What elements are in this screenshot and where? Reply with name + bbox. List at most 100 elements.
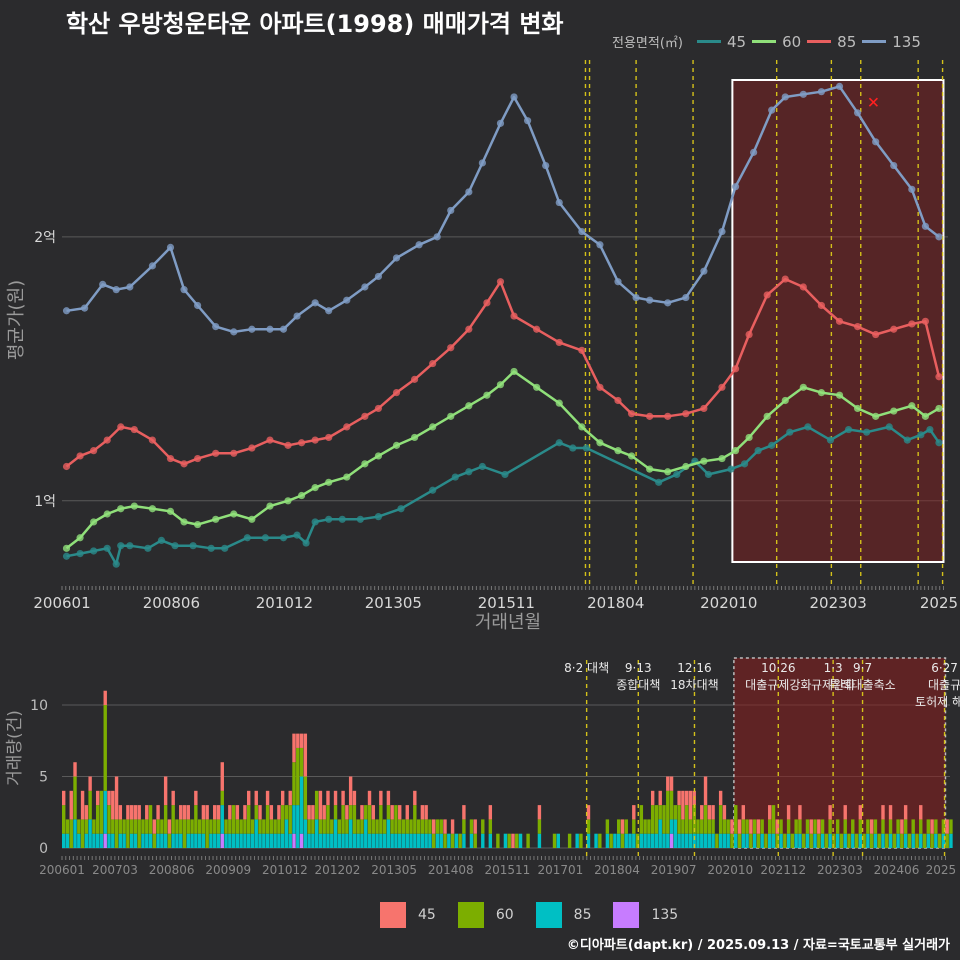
bar-segment-45 bbox=[398, 805, 402, 820]
bar-segment-45 bbox=[145, 805, 149, 820]
bar-segment-45 bbox=[684, 790, 689, 806]
bar-segment-85 bbox=[194, 833, 198, 848]
bar-segment-60 bbox=[847, 833, 851, 848]
data-point-60 bbox=[410, 433, 419, 442]
bar-segment-45 bbox=[424, 805, 428, 820]
bar-segment-60 bbox=[307, 819, 311, 834]
bar-segment-45 bbox=[681, 790, 685, 820]
data-point-45 bbox=[207, 544, 215, 552]
bar-segment-60 bbox=[92, 819, 96, 834]
data-point-85 bbox=[180, 460, 188, 468]
data-point-60 bbox=[614, 447, 622, 455]
data-point-45 bbox=[582, 444, 590, 452]
bar-segment-60 bbox=[333, 805, 338, 820]
bar-segment-60 bbox=[420, 819, 425, 834]
bar-segment-45 bbox=[243, 805, 247, 820]
bar-segment-45 bbox=[737, 819, 742, 834]
bar-x-tick-label: 200601 bbox=[39, 863, 85, 877]
bar-segment-135 bbox=[669, 833, 674, 848]
data-point-85 bbox=[763, 291, 771, 299]
bar-segment-60 bbox=[126, 819, 130, 848]
legend-bar-135[interactable]: 135 bbox=[613, 902, 678, 928]
bar-segment-85 bbox=[711, 833, 715, 848]
data-point-85 bbox=[343, 423, 351, 431]
bar-segment-60 bbox=[949, 819, 953, 834]
bar-segment-60 bbox=[617, 819, 621, 834]
bar-segment-60 bbox=[771, 805, 776, 834]
data-point-45 bbox=[754, 447, 762, 455]
data-point-45 bbox=[302, 539, 310, 547]
bar-x-tick-label: 202406 bbox=[874, 863, 920, 877]
bar-segment-85 bbox=[647, 833, 651, 848]
data-point-60 bbox=[664, 468, 672, 476]
legend-line-60 bbox=[752, 40, 777, 43]
legend-item-85[interactable]: 85 bbox=[807, 33, 856, 51]
bar-x-tick-label: 2025 bbox=[926, 863, 957, 877]
bar-segment-45 bbox=[129, 805, 134, 820]
bar-segment-60 bbox=[586, 819, 591, 834]
bar-segment-85 bbox=[186, 833, 190, 848]
bar-segment-85 bbox=[688, 833, 693, 848]
bar-segment-60 bbox=[160, 819, 164, 834]
bar-segment-60 bbox=[813, 819, 817, 834]
bar-segment-60 bbox=[715, 833, 719, 848]
bar-segment-85 bbox=[632, 833, 636, 848]
data-point-45 bbox=[171, 542, 179, 550]
bar-segment-60 bbox=[809, 833, 813, 848]
legend-bar-45[interactable]: 45 bbox=[380, 902, 436, 928]
data-point-135 bbox=[478, 159, 486, 167]
bar-x-tick-label: 201012 bbox=[262, 863, 308, 877]
data-point-45 bbox=[374, 513, 383, 521]
bar-segment-45 bbox=[450, 819, 455, 834]
bar-segment-60 bbox=[348, 805, 353, 820]
swatch-85 bbox=[535, 902, 562, 928]
bar-segment-45 bbox=[669, 776, 674, 791]
bar-segment-60 bbox=[688, 819, 693, 834]
bar-segment-60 bbox=[930, 833, 934, 848]
data-point-85 bbox=[935, 373, 943, 381]
legend-item-135[interactable]: 135 bbox=[862, 33, 921, 51]
data-point-135 bbox=[447, 206, 455, 215]
bar-segment-60 bbox=[213, 819, 217, 834]
bar-segment-60 bbox=[413, 805, 417, 834]
data-point-45 bbox=[704, 470, 713, 479]
data-point-135 bbox=[62, 307, 71, 315]
bar-segment-85 bbox=[296, 805, 300, 848]
bar-segment-60 bbox=[379, 805, 383, 834]
bar-segment-45 bbox=[650, 790, 655, 806]
legend-item-60[interactable]: 60 bbox=[752, 33, 801, 51]
bar-segment-45 bbox=[258, 805, 262, 820]
bar-segment-60 bbox=[598, 833, 602, 848]
swatch-45 bbox=[380, 902, 406, 928]
data-point-45 bbox=[397, 505, 405, 513]
bar-segment-60 bbox=[107, 805, 111, 834]
bar-segment-45 bbox=[741, 805, 745, 820]
data-point-45 bbox=[103, 544, 111, 552]
bar-segment-60 bbox=[450, 833, 455, 848]
data-point-85 bbox=[835, 317, 844, 325]
data-point-135 bbox=[230, 328, 238, 336]
bar-segment-60 bbox=[820, 819, 825, 834]
bar-segment-60 bbox=[458, 833, 462, 848]
bar-segment-60 bbox=[537, 819, 542, 834]
bar-segment-85 bbox=[273, 833, 277, 848]
legend-bar-60[interactable]: 60 bbox=[457, 902, 514, 928]
bar-segment-85 bbox=[213, 833, 217, 848]
legend-bar-85[interactable]: 85 bbox=[535, 902, 591, 928]
bar-segment-135 bbox=[299, 833, 304, 848]
bar-segment-45 bbox=[390, 805, 394, 820]
bar-segment-85 bbox=[201, 833, 206, 848]
data-point-45 bbox=[221, 544, 229, 552]
data-point-60 bbox=[533, 383, 541, 391]
legend-item-45[interactable]: 45 bbox=[696, 33, 746, 51]
bar-segment-85 bbox=[903, 833, 908, 848]
bar-segment-85 bbox=[820, 833, 825, 848]
swatch-135 bbox=[613, 902, 640, 928]
x-tick-label: 200806 bbox=[143, 594, 200, 612]
data-point-135 bbox=[835, 82, 844, 90]
bar-segment-85 bbox=[718, 833, 723, 848]
bar-segment-45 bbox=[341, 790, 345, 806]
bar-segment-85 bbox=[424, 833, 428, 848]
bar-segment-45 bbox=[488, 805, 493, 820]
bar-segment-85 bbox=[314, 819, 319, 848]
